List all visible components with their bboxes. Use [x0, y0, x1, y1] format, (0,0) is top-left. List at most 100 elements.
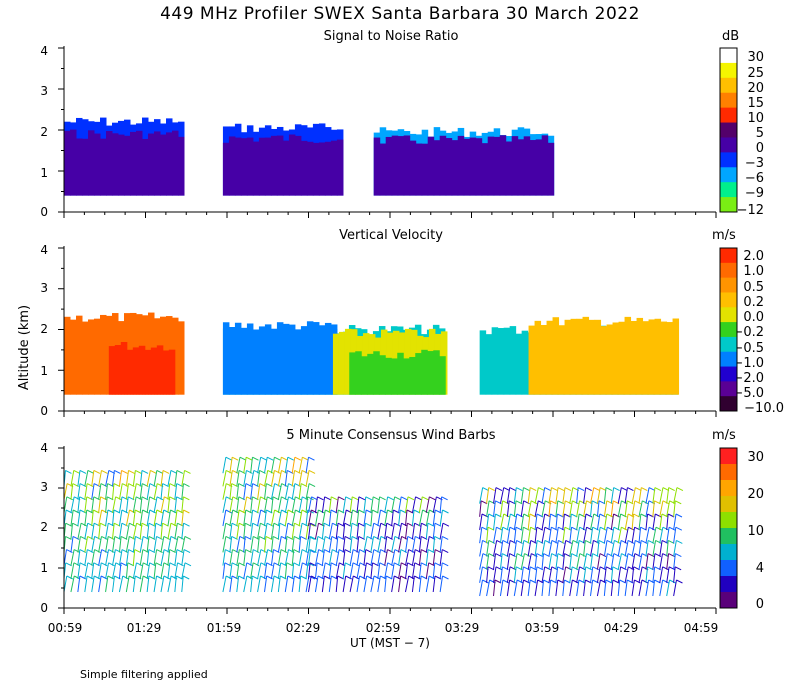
colorbar-swatch — [720, 448, 737, 465]
wind-barb — [645, 566, 649, 583]
wind-barb — [617, 566, 622, 583]
heatmap-cell — [300, 140, 308, 196]
wind-barb — [132, 549, 136, 566]
wind-barb-flag — [441, 535, 449, 540]
wind-barb-flag — [308, 456, 315, 461]
wind-barb — [181, 470, 186, 487]
heatmap-cell — [666, 322, 674, 395]
wind-barb — [439, 562, 443, 579]
wind-barb — [513, 487, 517, 504]
wind-barb — [425, 523, 429, 540]
heatmap-cell — [660, 321, 668, 395]
x-tick-label: 04:29 — [603, 621, 639, 635]
wind-barb — [77, 496, 81, 513]
wind-barb — [610, 527, 615, 544]
heatmap-cell — [252, 329, 260, 395]
x-tick-label: 02:59 — [365, 621, 401, 635]
wind-barb — [70, 523, 74, 540]
wind-barb-flag — [641, 487, 648, 492]
wind-barb-flag — [606, 539, 614, 544]
wind-barb-flag — [393, 562, 401, 567]
heatmap-cell — [379, 355, 386, 395]
heatmap-cell — [385, 357, 392, 395]
wind-unit-label: m/s — [712, 428, 736, 443]
heatmap-cell — [497, 328, 505, 395]
wind-barb — [432, 562, 436, 579]
wind-barb-flag — [668, 487, 675, 492]
wind-barb-flag — [295, 509, 302, 514]
wind-barb — [569, 579, 573, 597]
wind-barb — [596, 540, 600, 557]
heatmap-cell — [234, 137, 242, 196]
colorbar-swatch — [720, 292, 737, 308]
wind-barb — [125, 470, 130, 487]
heatmap-cell — [523, 136, 531, 196]
wind-barb-flag — [149, 496, 156, 501]
wind-barb — [98, 575, 102, 593]
wind-barb-flag — [654, 487, 662, 492]
velocity-colorbar-tick: 1.0 — [743, 264, 764, 279]
wind-barb — [270, 496, 274, 513]
wind-barb — [418, 562, 422, 579]
wind-barb-flag — [266, 522, 274, 527]
colorbar-swatch — [720, 182, 737, 198]
wind-barb — [363, 496, 367, 513]
wind-barb — [617, 579, 621, 597]
wind-barb — [562, 579, 565, 597]
heatmap-cell — [427, 136, 435, 196]
wind-barb-flag — [246, 562, 253, 567]
wind-barb-flag — [260, 522, 267, 527]
wind-barb — [534, 487, 539, 504]
heatmap-cell — [487, 136, 495, 196]
heatmap-cell — [403, 135, 411, 196]
wind-barb-flag — [129, 535, 136, 540]
wind-barb — [321, 562, 326, 579]
heatmap-cell — [529, 140, 537, 196]
wind-barb — [652, 579, 655, 597]
wind-barb-flag — [509, 566, 517, 571]
wind-barb — [270, 483, 276, 500]
wind-barb — [160, 483, 164, 500]
wind-barb — [596, 553, 601, 570]
wind-barb-flag — [387, 509, 394, 514]
wind-barb — [263, 523, 268, 540]
wind-barb — [91, 536, 96, 553]
wind-barb — [305, 470, 310, 487]
wind-barb-flag — [635, 487, 642, 492]
heatmap-cell — [246, 137, 254, 196]
wind-barb — [132, 523, 138, 540]
heatmap-cell — [222, 322, 230, 395]
wind-barb — [277, 523, 281, 540]
wind-barb — [513, 527, 517, 544]
wind-barb-flag — [482, 539, 489, 544]
wind-barb — [638, 500, 643, 517]
wind-barb — [243, 562, 248, 579]
wind-barb — [111, 536, 116, 553]
wind-barb-flag — [571, 566, 579, 571]
wind-barb — [534, 553, 538, 570]
wind-barb — [673, 487, 678, 504]
wind-ytick: 4 — [40, 441, 48, 455]
wind-barb — [555, 540, 559, 557]
wind-barb — [298, 509, 303, 527]
wind-barb-flag — [87, 522, 94, 527]
wind-barb — [610, 566, 614, 583]
wind-colorbar-tick: 20 — [747, 487, 764, 502]
heatmap-cell — [355, 351, 362, 395]
wind-barb — [486, 579, 491, 597]
wind-barb — [499, 540, 504, 557]
wind-barb — [118, 509, 123, 527]
wind-barb-flag — [394, 575, 401, 580]
wind-barb — [277, 562, 282, 579]
velocity-colorbar-tick: −1.0 — [732, 356, 764, 371]
heatmap-cell — [282, 323, 290, 395]
wind-barb-flag — [414, 535, 422, 540]
wind-barb — [638, 527, 642, 544]
wind-barb-flag — [634, 553, 642, 558]
heatmap-cell — [136, 130, 143, 196]
heatmap-cell — [168, 349, 176, 395]
wind-barb — [398, 523, 403, 540]
wind-barb — [84, 523, 89, 540]
wind-barb — [167, 575, 172, 593]
heatmap-cell — [409, 356, 416, 395]
